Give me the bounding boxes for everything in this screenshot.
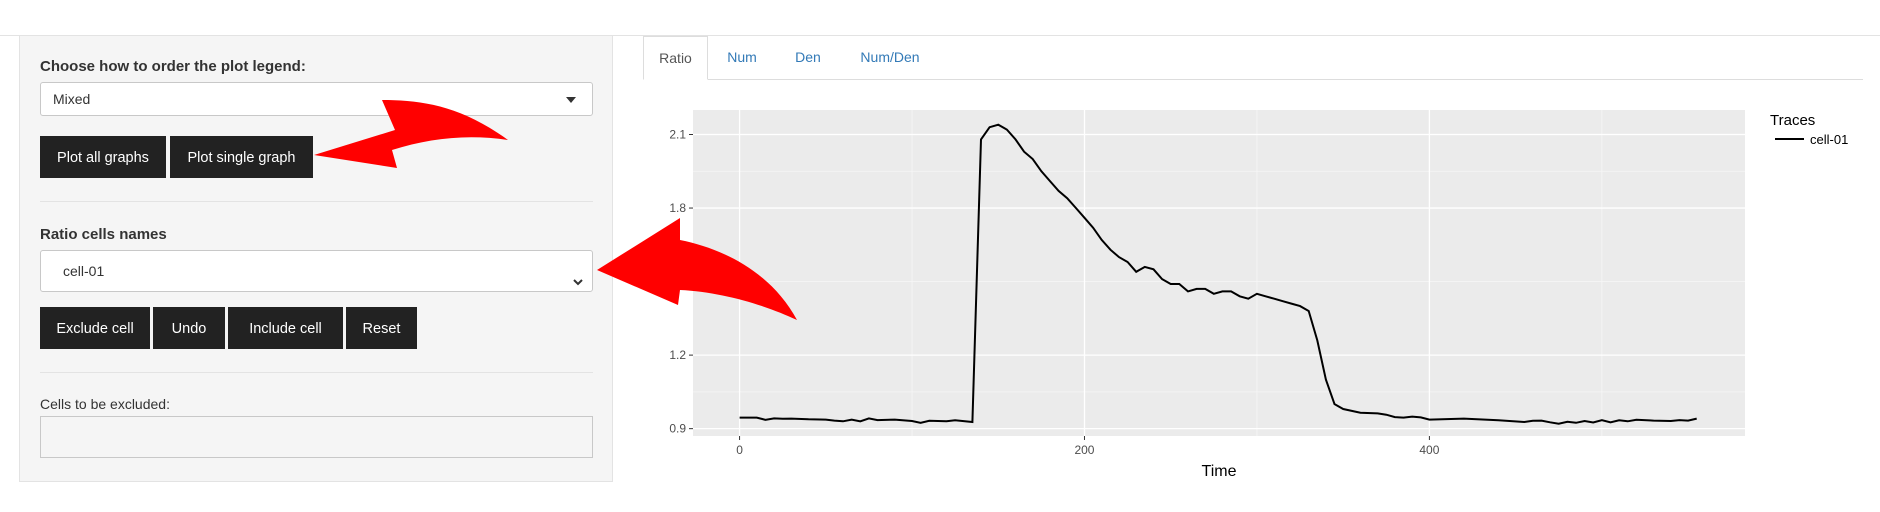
legend-entry-cell-01: cell-01 xyxy=(1810,132,1848,147)
minor-gridlines xyxy=(693,110,1745,436)
y-tick-label: 1.2 xyxy=(669,348,686,362)
reset-button[interactable]: Reset xyxy=(346,307,417,349)
y-tick-label: 0.9 xyxy=(669,422,686,436)
undo-button[interactable]: Undo xyxy=(153,307,225,349)
ratio-cells-value: cell-01 xyxy=(63,263,105,279)
sidebar-panel: Choose how to order the plot legend: Mix… xyxy=(19,36,613,482)
legend-order-value: Mixed xyxy=(53,91,91,107)
chevron-down-icon xyxy=(572,264,584,304)
plot-all-graphs-button[interactable]: Plot all graphs xyxy=(40,136,166,178)
x-tick-label: 400 xyxy=(1419,443,1439,457)
y-axis-ticks: 0.9 1.2 1.8 2.1 xyxy=(669,128,693,436)
divider xyxy=(40,372,593,373)
exclude-cell-button[interactable]: Exclude cell xyxy=(40,307,150,349)
tab-den[interactable]: Den xyxy=(795,49,821,65)
x-tick-label: 0 xyxy=(736,443,743,457)
plot-panel xyxy=(693,110,1745,436)
tab-ratio[interactable]: Ratio xyxy=(643,36,708,80)
excluded-cells-label: Cells to be excluded: xyxy=(40,396,170,412)
x-tick-label: 200 xyxy=(1074,443,1094,457)
y-tick-label: 2.1 xyxy=(669,128,686,142)
tab-num-den[interactable]: Num/Den xyxy=(860,49,920,65)
legend-order-label: Choose how to order the plot legend: xyxy=(40,58,306,75)
y-tick-label: 1.8 xyxy=(669,201,686,215)
plot-single-graph-button[interactable]: Plot single graph xyxy=(170,136,313,178)
series-line-cell-01 xyxy=(739,123,1697,425)
ratio-cells-label: Ratio cells names xyxy=(40,226,167,243)
include-cell-button[interactable]: Include cell xyxy=(228,307,343,349)
ratio-cells-select[interactable]: cell-01 xyxy=(40,250,593,292)
legend-title: Traces xyxy=(1770,112,1815,129)
legend-order-select[interactable]: Mixed xyxy=(40,82,593,116)
major-gridlines xyxy=(693,110,1745,436)
top-navbar xyxy=(0,0,1880,36)
caret-down-icon xyxy=(566,97,576,103)
plot-tabs: Ratio Num Den Num/Den xyxy=(643,36,1863,80)
divider xyxy=(40,201,593,202)
excluded-cells-input[interactable] xyxy=(40,416,593,458)
tab-num[interactable]: Num xyxy=(727,49,757,65)
x-axis-ticks: 0 200 400 xyxy=(736,436,1440,457)
x-axis-label: Time xyxy=(1202,463,1237,480)
